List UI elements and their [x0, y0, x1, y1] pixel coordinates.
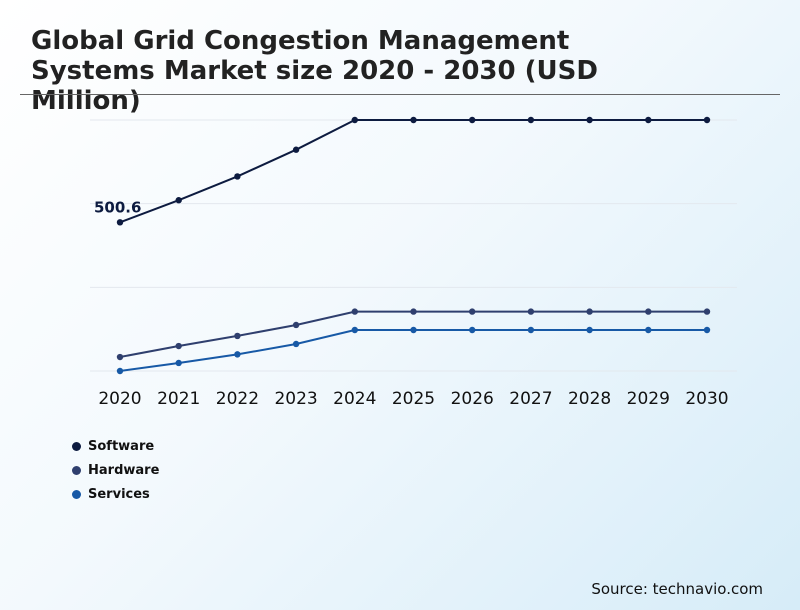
legend-label: Hardware: [88, 462, 160, 478]
data-point-hardware: [586, 308, 593, 315]
data-point-hardware: [645, 308, 652, 315]
legend: Software Hardware Services: [72, 434, 159, 506]
x-tick-label: 2030: [685, 389, 728, 409]
x-tick-label: 2022: [216, 389, 259, 409]
data-point-software: [703, 116, 711, 124]
data-point-software: [351, 116, 358, 124]
legend-item-hardware[interactable]: Hardware: [72, 458, 159, 482]
series-line-hardware: [119, 310, 707, 358]
data-point-hardware: [703, 308, 711, 315]
gridlines: [90, 119, 737, 372]
x-tick-label: 2028: [568, 389, 611, 409]
data-point-services: [234, 351, 241, 358]
data-points: [116, 116, 711, 375]
x-axis-ticks: 2020 2021 2022 2023 2024 2025 2026 2027 2028 2029…: [98, 389, 728, 409]
data-point-services: [292, 340, 300, 348]
x-tick-label: 2026: [451, 389, 494, 409]
data-point-software: [234, 173, 241, 180]
x-tick-label: 2025: [392, 389, 435, 409]
legend-label: Services: [88, 486, 150, 502]
data-point-services: [469, 326, 476, 334]
x-tick-label: 2029: [627, 389, 670, 409]
data-point-services: [410, 326, 417, 334]
data-point-services: [645, 326, 652, 334]
data-point-software: [292, 146, 300, 153]
data-point-hardware: [527, 308, 535, 315]
data-point-software: [410, 116, 417, 124]
data-point-services: [116, 367, 124, 375]
data-point-services: [527, 326, 535, 334]
data-label: 500.6: [94, 198, 141, 216]
title-divider: [20, 94, 780, 95]
data-point-software: [175, 197, 182, 204]
legend-item-services[interactable]: Services: [72, 482, 159, 506]
data-point-hardware: [351, 308, 358, 315]
series-line-services: [119, 329, 707, 372]
data-point-services: [586, 326, 593, 334]
x-tick-label: 2023: [274, 389, 317, 409]
legend-marker: [72, 441, 81, 451]
legend-label: Software: [88, 438, 155, 454]
legend-marker: [72, 465, 81, 475]
series-lines: [119, 119, 707, 372]
data-point-hardware: [234, 332, 241, 340]
legend-item-software[interactable]: Software: [72, 434, 159, 458]
x-tick-label: 2021: [157, 389, 200, 409]
x-tick-label: 2020: [98, 389, 141, 409]
data-point-hardware: [469, 308, 476, 315]
data-point-software: [586, 116, 593, 124]
data-point-hardware: [292, 321, 300, 329]
data-labels: 500.6: [94, 198, 141, 216]
data-point-software: [645, 116, 652, 124]
chart-title: Global Grid Congestion Management System…: [31, 26, 598, 116]
series-line-software: [119, 119, 707, 224]
data-point-services: [175, 359, 182, 367]
legend-marker: [72, 489, 81, 499]
x-tick-label: 2027: [509, 389, 552, 409]
data-point-hardware: [175, 342, 182, 350]
source-credit: Source: technavio.com: [591, 580, 763, 598]
data-point-services: [351, 326, 358, 334]
data-point-hardware: [116, 353, 124, 361]
data-point-software: [116, 219, 124, 226]
x-tick-label: 2024: [333, 389, 376, 409]
data-point-software: [469, 116, 476, 124]
data-point-hardware: [410, 308, 417, 315]
data-point-software: [527, 116, 535, 124]
data-point-services: [703, 326, 711, 334]
